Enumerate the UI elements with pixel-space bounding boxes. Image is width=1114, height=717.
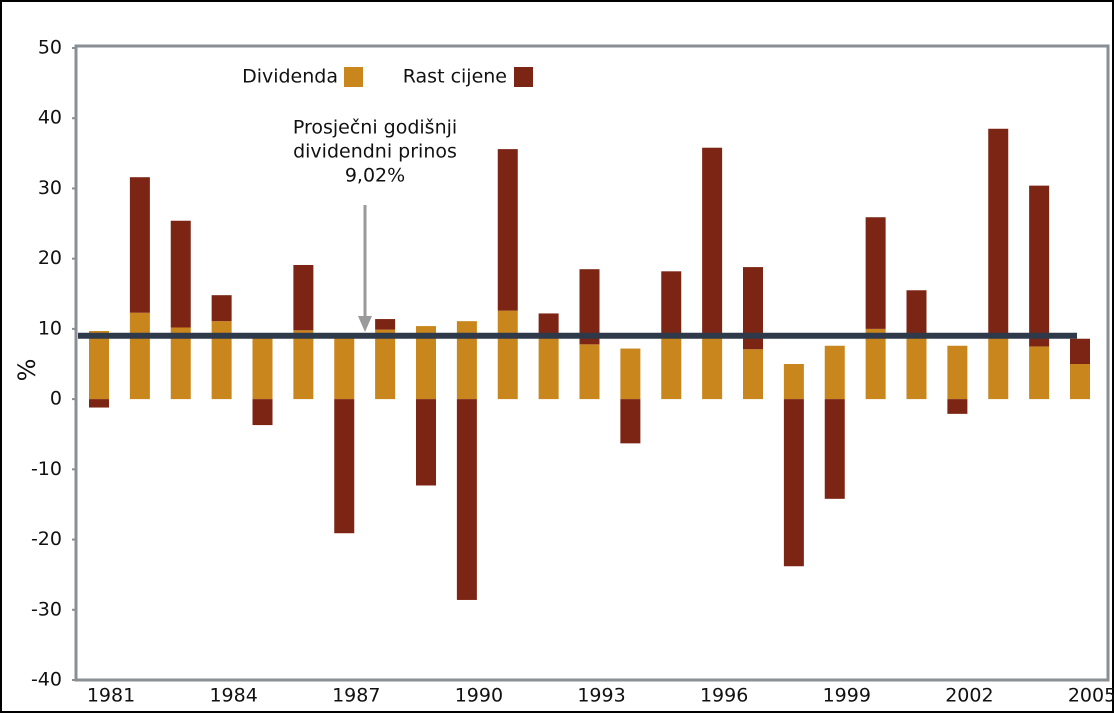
bar-dividend [170, 327, 191, 400]
bar-price [702, 147, 723, 336]
y-axis-label: % [13, 359, 41, 382]
bar-price [538, 313, 559, 334]
bar-dividend [293, 330, 314, 400]
bar-dividend [1029, 346, 1050, 400]
bar-dividend [89, 330, 109, 400]
bar-price [661, 271, 682, 336]
x-tick-label: 1981 [87, 685, 135, 707]
x-tick-label: 1993 [577, 685, 625, 707]
bar-price [89, 399, 109, 408]
bar-dividend [620, 348, 641, 400]
y-tick-label: 0 [50, 388, 62, 410]
y-tick-label: 40 [38, 107, 62, 129]
bar-price [824, 399, 845, 499]
bar-price [170, 220, 191, 328]
y-tick-label: 20 [38, 247, 62, 269]
legend-label: Dividenda [242, 66, 338, 88]
bar-price [1029, 185, 1050, 347]
bar-dividend [579, 344, 600, 400]
bar-price [783, 399, 804, 567]
bar-price [620, 399, 641, 444]
y-tick-label: -20 [31, 528, 62, 550]
bar-dividend [947, 345, 968, 400]
bar-dividend [252, 333, 273, 400]
bar-dividend [334, 335, 355, 400]
legend-label: Rast cijene [403, 66, 507, 88]
legend-swatch [344, 67, 363, 87]
bar-dividend [1070, 364, 1090, 400]
bar-dividend [865, 328, 886, 400]
x-tick-label: 2005 [1068, 685, 1114, 707]
bar-dividend [375, 329, 396, 400]
bar-dividend [497, 310, 518, 400]
bar-dividend [906, 335, 927, 400]
x-tick-label: 1990 [455, 685, 503, 707]
bar-price [906, 290, 927, 336]
bar-price [1070, 338, 1090, 364]
x-tick-label: 1999 [823, 685, 871, 707]
bar-price [252, 399, 273, 426]
x-tick-label: 1996 [700, 685, 748, 707]
bar-price [865, 217, 886, 329]
bar-dividend [416, 326, 436, 400]
bar-dividend [783, 364, 804, 400]
annotation: Prosječni godišnji [293, 117, 457, 139]
bar-dividend [702, 335, 723, 400]
x-tick-label: 2002 [945, 685, 993, 707]
bar-dividend [743, 349, 763, 400]
y-tick-label: -10 [31, 458, 62, 480]
bar-price [293, 264, 314, 331]
bar-dividend [988, 335, 1009, 400]
y-tick-label: -40 [31, 669, 62, 691]
bar-price [416, 399, 436, 486]
bar-dividend [824, 345, 845, 400]
bar-price [375, 319, 396, 330]
bar-dividend [129, 312, 150, 400]
bar-dividend [661, 335, 682, 400]
bar-price [947, 399, 968, 414]
annotation: 9,02% [345, 165, 405, 187]
annotation: dividendni prinos [293, 141, 457, 163]
y-tick-label: 50 [38, 37, 62, 59]
x-tick-label: 1987 [332, 685, 380, 707]
arrow-head [358, 316, 372, 332]
y-tick-label: -30 [31, 598, 62, 620]
y-tick-label: 10 [38, 317, 62, 339]
bar-price [456, 399, 477, 600]
bar-price [579, 269, 600, 345]
bar-dividend [211, 321, 232, 400]
plot-frame [74, 44, 1110, 682]
legend-swatch [514, 67, 533, 87]
bar-price [334, 399, 355, 534]
bar-dividend [538, 333, 559, 400]
y-tick-label: 30 [38, 177, 62, 199]
bar-price [211, 295, 232, 322]
bar-price [129, 177, 150, 313]
x-tick-label: 1984 [209, 685, 257, 707]
bar-dividend [456, 321, 477, 400]
bar-price [743, 267, 763, 350]
bar-price [988, 128, 1009, 336]
bar-price [497, 149, 518, 311]
